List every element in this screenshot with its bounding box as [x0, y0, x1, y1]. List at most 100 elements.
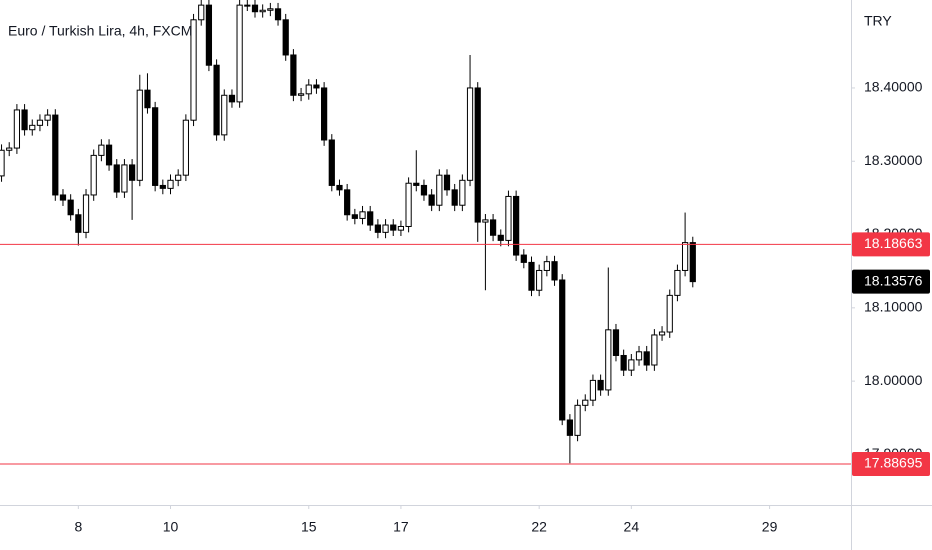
candle-body	[651, 334, 658, 366]
price-label-bg	[852, 451, 930, 476]
price-label: 17.88695	[864, 455, 923, 471]
candle-body	[566, 419, 574, 436]
candle-body	[6, 147, 13, 151]
candle-body	[152, 107, 159, 186]
x-tick-label: 10	[163, 519, 179, 535]
y-tick-label: 18.00000	[864, 372, 923, 388]
candle-body	[205, 4, 213, 66]
candle-body	[489, 219, 497, 236]
candle-body	[82, 194, 90, 233]
y-tick-label: 18.40000	[864, 79, 923, 95]
candle-body	[121, 164, 128, 193]
price-label: 18.18663	[864, 235, 923, 251]
candle-body	[559, 279, 566, 421]
candle-body	[536, 269, 543, 291]
candle-body	[175, 174, 182, 181]
candle-body	[597, 379, 604, 391]
candle-body	[305, 84, 312, 95]
candle-body	[29, 124, 36, 131]
candle-body	[689, 242, 696, 283]
candle-body	[190, 19, 197, 121]
candle-body	[666, 294, 673, 333]
plot-area	[0, 0, 696, 464]
currency-label: TRY	[864, 13, 892, 29]
candle-body	[328, 139, 335, 186]
candle-body	[674, 269, 681, 296]
candle-body	[236, 4, 243, 103]
candle-body	[443, 174, 451, 191]
candle-body	[390, 224, 397, 231]
candle-body	[67, 199, 74, 216]
candle-body	[336, 184, 343, 191]
candle-body	[59, 194, 67, 201]
candle-body	[428, 194, 435, 206]
candle-body	[505, 195, 512, 241]
candle-body	[274, 8, 282, 21]
candle-body	[466, 87, 474, 181]
candle-body	[413, 182, 420, 186]
candle-body	[159, 184, 166, 189]
last-price-bg	[852, 269, 930, 294]
candle-body	[482, 219, 489, 223]
candle-body	[167, 179, 174, 189]
candle-body	[105, 144, 113, 166]
y-tick-label: 18.10000	[864, 299, 923, 315]
candle-body	[612, 329, 620, 356]
x-tick-label: 8	[74, 519, 82, 535]
candle-body	[75, 214, 82, 233]
candle-body	[474, 87, 481, 223]
candle-body	[520, 254, 527, 263]
candle-body	[297, 93, 305, 96]
candle-body	[344, 189, 351, 216]
candle-body	[228, 94, 236, 103]
candle-body	[620, 354, 627, 371]
last-price-label: 18.13576	[864, 272, 923, 288]
candle-body	[574, 404, 581, 436]
candle-body	[451, 189, 458, 206]
candle-body	[420, 184, 428, 196]
candle-body	[13, 109, 21, 149]
candle-body	[681, 242, 689, 271]
candle-body	[44, 114, 51, 121]
candle-body	[259, 9, 266, 13]
candle-body	[459, 179, 466, 206]
candle-body	[267, 8, 274, 11]
candle-body	[551, 261, 558, 281]
candle-body	[658, 331, 666, 336]
candle-body	[313, 84, 320, 89]
candle-body	[213, 64, 220, 136]
x-tick-label: 22	[531, 519, 547, 535]
y-tick-label: 18.30000	[864, 152, 923, 168]
candle-body	[628, 359, 635, 371]
candle-body	[290, 54, 297, 96]
x-tick-label: 24	[624, 519, 640, 535]
candle-body	[282, 19, 289, 56]
candle-body	[367, 211, 374, 226]
candle-body	[643, 351, 650, 366]
candle-body	[582, 399, 589, 406]
candle-body	[98, 144, 105, 156]
candle-body	[321, 87, 328, 141]
candle-body	[605, 329, 612, 391]
candle-body	[589, 379, 597, 401]
chart-title: Euro / Turkish Lira, 4h, FXCM	[8, 23, 192, 39]
candle-body	[136, 89, 143, 181]
candle-body	[244, 4, 251, 7]
candle-body	[144, 89, 151, 109]
candle-body	[382, 224, 389, 233]
candle-body	[221, 94, 228, 136]
candle-body	[52, 114, 59, 196]
candle-body	[436, 174, 443, 206]
x-tick-label: 17	[393, 519, 409, 535]
candle-body	[0, 149, 5, 177]
candle-body	[635, 351, 643, 361]
candle-body	[36, 119, 44, 126]
candle-body	[128, 164, 136, 181]
candle-body	[374, 224, 381, 233]
candle-body	[113, 164, 120, 193]
candle-body	[497, 234, 504, 241]
price-label-bg	[852, 232, 930, 257]
x-tick-label: 15	[301, 519, 317, 535]
